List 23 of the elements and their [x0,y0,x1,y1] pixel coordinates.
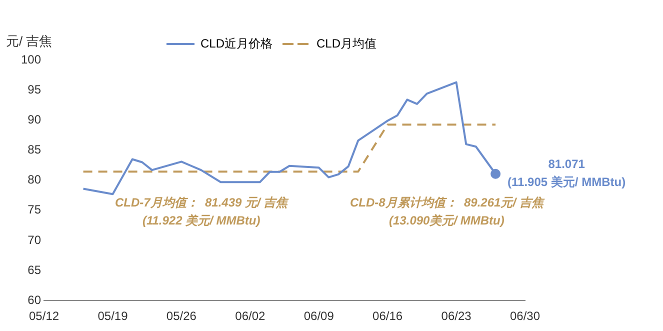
x-tick-label: 05/26 [166,309,197,324]
y-tick-label: 95 [28,82,42,96]
x-tick-label: 06/30 [510,309,540,324]
x-tick-label: 05/19 [98,309,128,324]
y-tick-label: 90 [28,112,42,126]
y-tick-label: 85 [28,142,42,157]
legend-label: CLD近月价格 [200,36,273,50]
y-tick-label: 60 [28,292,42,307]
y-tick-label: 100 [20,52,42,66]
y-tick-label: 70 [28,232,42,247]
annotation: 81.071 (11.905 美元/ MMBtu) [508,157,626,190]
x-tick-label: 06/09 [304,309,334,324]
y-tick-label: 75 [28,202,42,217]
annotation: CLD-7月均值： 81.439 元/ 吉焦 (11.922 美元/ MMBtu) [114,195,290,228]
x-tick-label: 06/23 [441,309,472,324]
x-tick-label: 06/16 [372,309,403,324]
x-tick-label: 05/12 [29,309,60,324]
y-axis-title: 元/ 吉焦 [6,34,52,49]
x-tick-label: 06/02 [235,309,266,324]
y-tick-label: 65 [28,262,42,277]
y-tick-label: 80 [28,172,42,187]
legend-label: CLD月均值 [316,36,377,50]
annotation: CLD-8月累计均值： 89.261元/ 吉焦 (13.090美元/ MMBtu) [350,195,546,228]
